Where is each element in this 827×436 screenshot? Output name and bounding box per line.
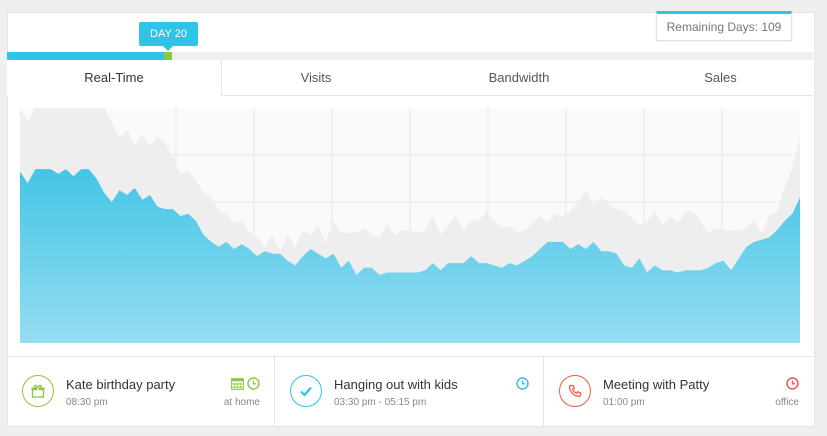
tab-label: Visits <box>300 70 332 85</box>
event-time: 01:00 pm <box>603 397 645 408</box>
event-time: 03:30 pm - 05:15 pm <box>334 397 427 408</box>
tab-label: Bandwidth <box>488 70 550 85</box>
event-time: 08:30 pm <box>66 397 108 408</box>
check-icon <box>290 375 322 407</box>
event-title: Hanging out with kids <box>334 377 458 392</box>
event-meta-icons <box>516 377 529 390</box>
timeline-progress-fill <box>7 52 168 60</box>
event-meta-icons <box>786 377 799 390</box>
event-item[interactable]: Kate birthday party 08:30 pm at home <box>7 357 275 426</box>
timeline-progress-bar <box>7 52 813 60</box>
realtime-area-chart <box>20 108 800 343</box>
current-day-marker[interactable] <box>164 52 172 60</box>
event-title: Kate birthday party <box>66 377 176 392</box>
foreground-series-area <box>20 169 800 343</box>
tab-sales[interactable]: Sales <box>628 60 813 96</box>
event-place: at home <box>223 397 260 408</box>
event-item[interactable]: Meeting with Patty 01:00 pm office <box>544 357 813 426</box>
remaining-days-label: Remaining Days: 109 <box>666 20 782 34</box>
clock-icon <box>516 377 529 390</box>
event-place: office <box>775 397 799 408</box>
event-meta-icons <box>231 377 260 390</box>
event-item[interactable]: Hanging out with kids 03:30 pm - 05:15 p… <box>275 357 544 426</box>
event-title: Meeting with Patty <box>603 377 710 392</box>
gift-icon <box>22 375 54 407</box>
tab-bandwidth[interactable]: Bandwidth <box>410 60 628 96</box>
tab-real-time[interactable]: Real-Time <box>7 60 222 96</box>
phone-icon <box>559 375 591 407</box>
remaining-days-box: Remaining Days: 109 <box>656 11 792 41</box>
current-day-badge: DAY 20 <box>139 22 198 51</box>
chart-tabs: Real-Time Visits Bandwidth Sales <box>7 60 813 96</box>
tab-label: Real-Time <box>84 70 144 85</box>
calendar-icon <box>231 378 244 390</box>
tab-visits[interactable]: Visits <box>222 60 410 96</box>
clock-icon <box>786 377 799 390</box>
current-day-label: DAY 20 <box>150 28 187 40</box>
clock-icon <box>247 377 260 390</box>
events-row: Kate birthday party 08:30 pm at home Han… <box>7 356 813 426</box>
tab-label: Sales <box>704 70 737 85</box>
